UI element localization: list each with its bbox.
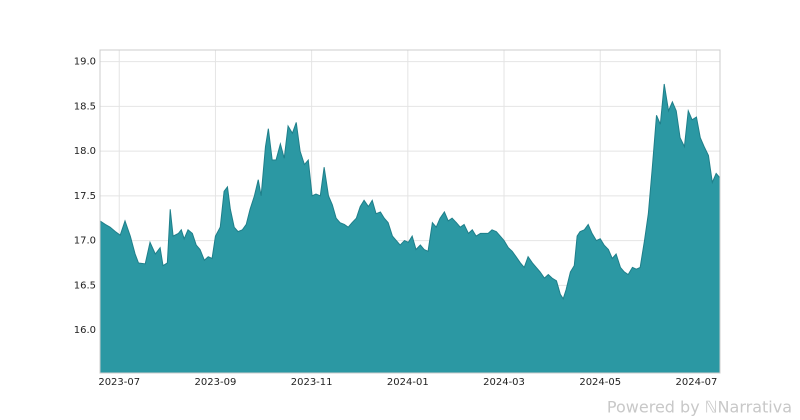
y-tick-label: 19.0 — [74, 57, 96, 68]
y-tick-label: 17.5 — [74, 191, 96, 202]
watermark: Powered by ℕNarrativa — [607, 398, 792, 417]
y-tick-label: 17.0 — [74, 236, 96, 247]
x-tick-label: 2024-05 — [579, 377, 621, 388]
y-tick-label: 18.5 — [74, 101, 96, 112]
x-tick-label: 2024-03 — [483, 377, 525, 388]
area — [99, 83, 721, 374]
x-tick-label: 2023-09 — [195, 377, 237, 388]
y-tick-label: 16.5 — [74, 280, 96, 291]
y-tick-label: 18.0 — [74, 146, 96, 157]
x-tick-label: 2023-11 — [291, 377, 333, 388]
x-tick-label: 2024-01 — [387, 377, 429, 388]
x-tick-label: 2023-07 — [98, 377, 140, 388]
y-tick-label: 16.0 — [74, 325, 96, 336]
plot-frame — [99, 49, 721, 374]
x-tick-label: 2024-07 — [676, 377, 718, 388]
